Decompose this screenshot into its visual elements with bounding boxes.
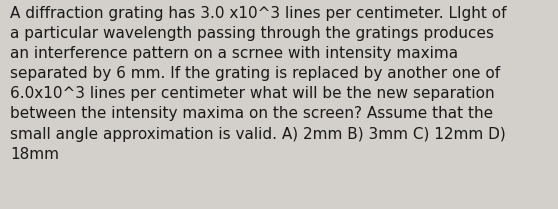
Text: A diffraction grating has 3.0 x10^3 lines per centimeter. LIght of
a particular : A diffraction grating has 3.0 x10^3 line… (10, 6, 507, 162)
